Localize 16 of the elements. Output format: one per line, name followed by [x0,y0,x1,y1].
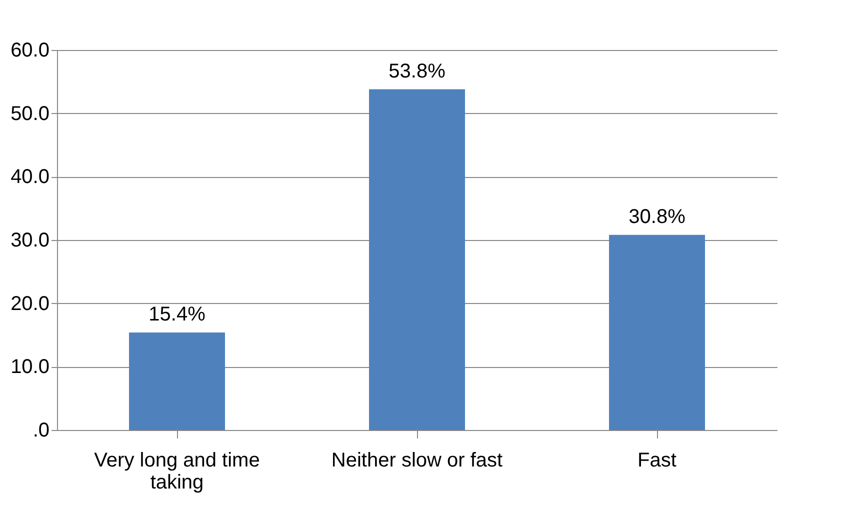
y-tick-label: 50.0 [10,102,50,125]
x-tick-label: Neither slow or fast [331,450,504,472]
bar [609,234,705,430]
y-tick-label: 10.0 [10,356,50,378]
y-tick-label: 20.0 [10,292,50,315]
y-tick-label: 30.0 [10,230,50,252]
data-label: 15.4% [148,303,206,326]
x-tick-label: Fast [638,450,677,472]
y-tick-label: 60.0 [10,40,50,62]
bar [369,89,465,430]
data-label: 53.8% [388,60,446,82]
bar [129,332,225,430]
x-tick-label: Very long and time taking [94,450,260,494]
y-tick-label: .0 [32,420,50,442]
data-label: 30.8% [628,206,686,228]
y-tick-label: 40.0 [10,166,50,188]
